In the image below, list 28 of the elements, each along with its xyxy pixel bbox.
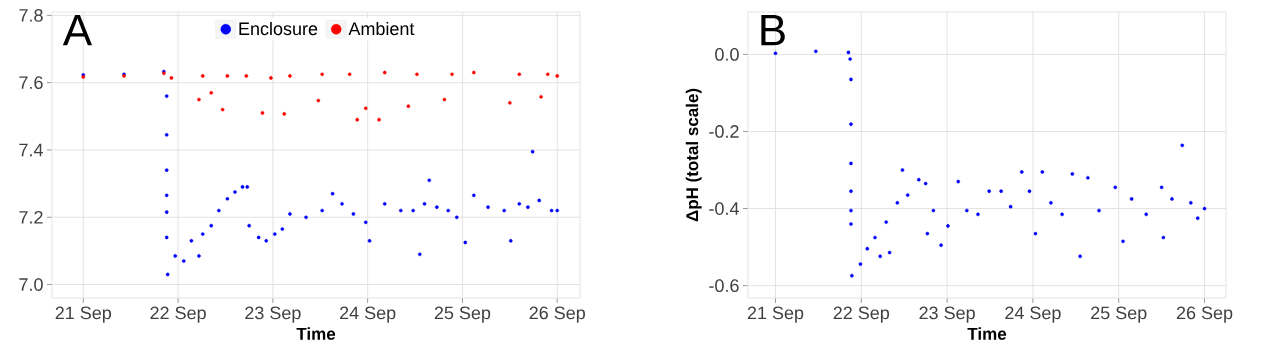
x-tick-label: 21 Sep — [55, 306, 112, 323]
y-tick-label: -0.4 — [709, 202, 739, 215]
y-tick-label: 7.2 — [19, 210, 43, 224]
y-tick-label: -0.6 — [709, 279, 739, 293]
x-tick-label: 22 Sep — [833, 306, 890, 323]
y-axis-title: ΔpH (total scale) — [685, 88, 702, 222]
annotation: B — [761, 15, 785, 46]
x-tick-label: 23 Sep — [919, 306, 975, 323]
y-tick-label: 7.0 — [19, 278, 43, 291]
x-axis-title: Time — [967, 327, 1007, 340]
x-tick-label: 26 Sep — [529, 306, 585, 323]
x-tick-label: 23 Sep — [245, 306, 301, 323]
x-tick-label: 21 Sep — [747, 306, 804, 323]
y-tick-label: 0.0 — [715, 48, 739, 61]
annotation: A — [62, 15, 93, 46]
y-tick-label: -0.2 — [709, 125, 739, 138]
x-tick-label: 24 Sep — [340, 306, 396, 323]
x-tick-label: 24 Sep — [1005, 306, 1061, 323]
x-axis-title: Time — [296, 327, 336, 340]
y-tick-label: 7.4 — [19, 143, 43, 157]
y-tick-label: 7.8 — [19, 8, 43, 22]
y-tick-label: 7.6 — [19, 76, 43, 90]
x-tick-label: 25 Sep — [1091, 306, 1147, 323]
x-tick-label: 26 Sep — [1176, 306, 1233, 323]
legend-label: Enclosure — [239, 21, 318, 36]
legend-label: Ambient — [348, 21, 415, 36]
x-tick-label: 25 Sep — [434, 306, 491, 323]
x-tick-label: 22 Sep — [150, 306, 206, 323]
